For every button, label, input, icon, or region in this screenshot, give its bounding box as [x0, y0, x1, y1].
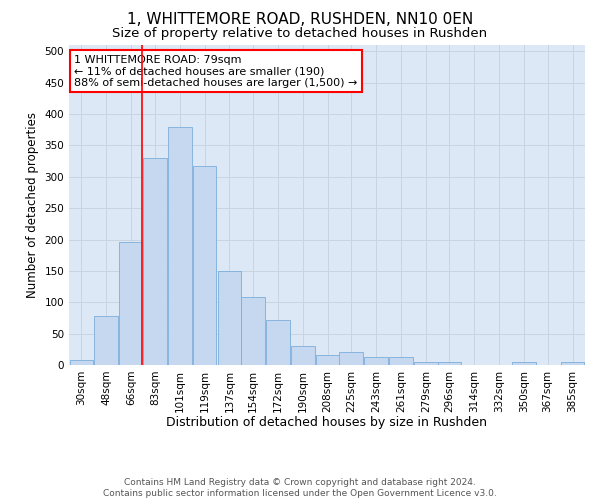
Bar — [437, 362, 461, 365]
Bar — [414, 362, 438, 365]
Bar — [316, 355, 340, 365]
Text: Size of property relative to detached houses in Rushden: Size of property relative to detached ho… — [112, 28, 488, 40]
Text: 1, WHITTEMORE ROAD, RUSHDEN, NN10 0EN: 1, WHITTEMORE ROAD, RUSHDEN, NN10 0EN — [127, 12, 473, 28]
Bar — [241, 297, 265, 365]
Bar — [168, 127, 191, 365]
Bar — [266, 320, 290, 365]
Bar — [389, 358, 413, 365]
Bar — [340, 352, 363, 365]
Bar — [193, 166, 217, 365]
Bar — [291, 346, 314, 365]
Bar — [218, 271, 241, 365]
Bar — [143, 158, 167, 365]
Y-axis label: Number of detached properties: Number of detached properties — [26, 112, 39, 298]
Bar — [70, 360, 94, 365]
Bar — [512, 362, 536, 365]
Text: 1 WHITTEMORE ROAD: 79sqm
← 11% of detached houses are smaller (190)
88% of semi-: 1 WHITTEMORE ROAD: 79sqm ← 11% of detach… — [74, 54, 358, 88]
Bar — [364, 358, 388, 365]
X-axis label: Distribution of detached houses by size in Rushden: Distribution of detached houses by size … — [167, 416, 487, 429]
Bar — [119, 242, 143, 365]
Bar — [560, 362, 584, 365]
Text: Contains HM Land Registry data © Crown copyright and database right 2024.
Contai: Contains HM Land Registry data © Crown c… — [103, 478, 497, 498]
Bar — [94, 316, 118, 365]
